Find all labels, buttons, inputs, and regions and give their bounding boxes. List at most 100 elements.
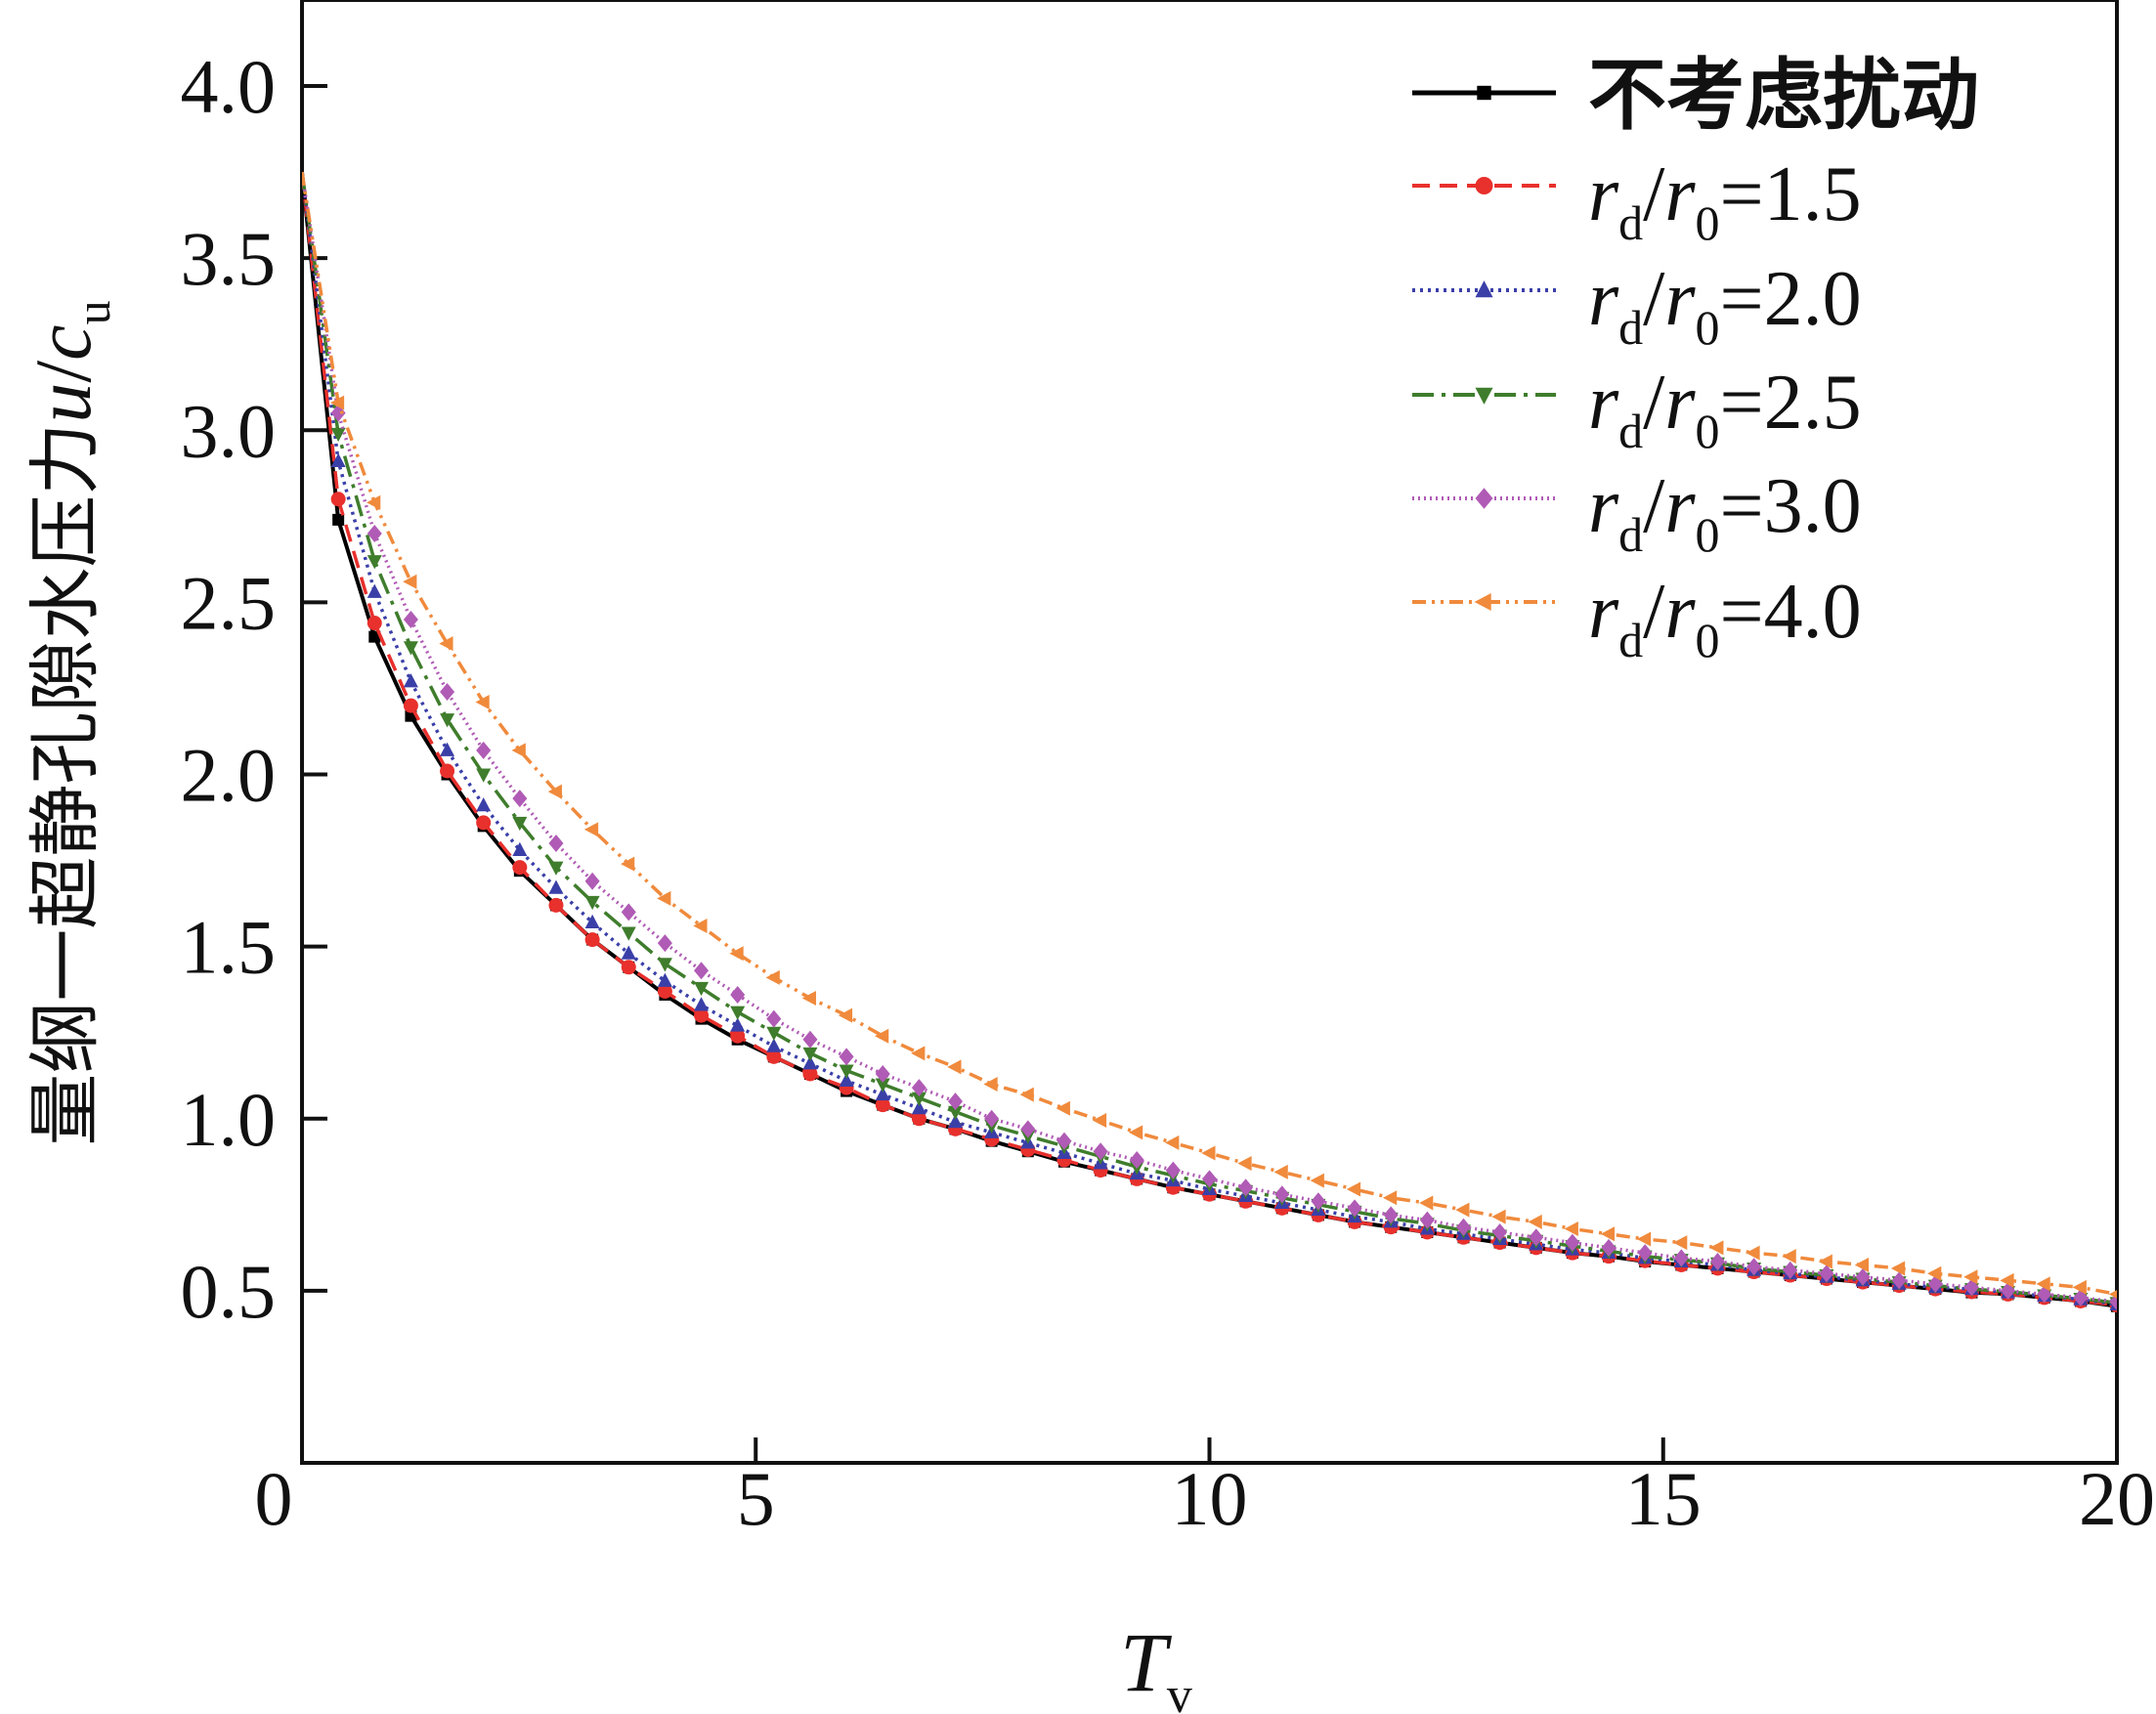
marker-triangle-up <box>440 742 455 756</box>
marker-triangle-left <box>765 969 780 985</box>
marker-diamond <box>1274 1185 1290 1204</box>
marker-triangle-left <box>1056 1100 1070 1116</box>
marker-triangle-up <box>766 1038 782 1052</box>
y-tick-label: 4.0 <box>181 44 277 129</box>
marker-triangle-up <box>548 879 564 894</box>
legend-label: rd/r0=3.0 <box>1588 463 1862 562</box>
marker-circle <box>367 616 382 631</box>
marker-diamond <box>548 834 564 852</box>
y-tick-label: 1.0 <box>181 1077 277 1162</box>
legend-label: rd/r0=1.5 <box>1588 151 1862 250</box>
series-5 <box>302 171 2117 1299</box>
marker-triangle-left <box>2000 1272 2014 1288</box>
marker-diamond <box>1093 1142 1108 1161</box>
x-tick-label: 10 <box>1172 1456 1248 1541</box>
marker-triangle-left <box>1382 1190 1398 1206</box>
marker-diamond <box>1565 1233 1580 1252</box>
marker-triangle-left <box>911 1046 926 1061</box>
legend-r0: r <box>1664 569 1696 655</box>
legend-r0: r <box>1664 360 1696 446</box>
y-axis-title-prefix: 量纲一超静孔隙水压力 <box>23 423 108 1146</box>
marker-triangle-down <box>766 1026 782 1041</box>
legend-r: r <box>1588 151 1619 237</box>
marker-circle <box>694 1007 710 1023</box>
marker-diamond <box>1891 1271 1907 1290</box>
series-1 <box>302 171 2117 1313</box>
legend-r0: r <box>1664 463 1696 549</box>
marker-triangle-left <box>983 1077 998 1093</box>
marker-diamond <box>875 1064 890 1083</box>
marker-circle <box>512 860 528 876</box>
marker-triangle-up <box>403 673 418 688</box>
marker-triangle-up <box>875 1086 890 1101</box>
marker-diamond <box>1419 1211 1435 1229</box>
legend-r0: r <box>1664 151 1696 237</box>
marker-triangle-down <box>330 427 346 443</box>
marker-diamond <box>1475 488 1493 509</box>
marker-triangle-down <box>584 895 600 911</box>
legend-value: =3.0 <box>1720 463 1862 549</box>
marker-triangle-left <box>547 784 562 799</box>
marker-triangle-down <box>548 861 564 876</box>
marker-diamond <box>984 1109 1000 1128</box>
y-tick-label: 3.5 <box>181 216 277 301</box>
x-axis-tick-labels: 5 10 15 20 <box>737 1456 2155 1541</box>
marker-triangle-left <box>1600 1226 1616 1242</box>
marker-diamond <box>403 611 418 629</box>
marker-diamond <box>367 524 382 542</box>
marker-triangle-down <box>839 1064 854 1079</box>
marker-triangle-left <box>1310 1173 1324 1188</box>
legend-sub-0: 0 <box>1696 404 1720 458</box>
y-axis-tick-labels: 0.5 1.0 1.5 2.0 2.5 3.0 3.5 4.0 <box>181 44 277 1334</box>
marker-diamond <box>1165 1161 1181 1179</box>
legend-slash: / <box>1643 256 1665 342</box>
marker-diamond <box>1129 1151 1144 1170</box>
marker-triangle-down <box>948 1105 964 1120</box>
legend-slash: / <box>1643 151 1665 237</box>
y-axis-ticks <box>302 84 327 1293</box>
marker-diamond <box>1819 1264 1834 1283</box>
x-tick-label: 15 <box>1625 1456 1702 1541</box>
marker-diamond <box>1202 1170 1217 1188</box>
marker-triangle-left <box>1019 1087 1034 1102</box>
y-axis-title-sub: u <box>65 300 120 324</box>
marker-triangle-left <box>1673 1235 1688 1251</box>
marker-triangle-left <box>1455 1202 1470 1218</box>
series-3 <box>302 171 2117 1311</box>
legend-sub-d: d <box>1618 507 1643 562</box>
marker-triangle-left <box>1491 1209 1506 1224</box>
legend-value: =1.5 <box>1720 151 1862 237</box>
marker-triangle-left <box>1474 593 1491 611</box>
marker-triangle-left <box>329 395 345 410</box>
marker-triangle-left <box>439 636 453 652</box>
marker-diamond <box>948 1093 964 1111</box>
marker-triangle-left <box>1890 1261 1906 1276</box>
legend-r: r <box>1588 463 1619 549</box>
marker-diamond <box>657 934 672 953</box>
marker-diamond <box>476 741 492 759</box>
marker-triangle-down <box>621 926 636 941</box>
marker-circle <box>802 1066 818 1082</box>
marker-triangle-left <box>475 695 490 710</box>
marker-diamond <box>1673 1249 1689 1267</box>
marker-circle <box>730 1028 746 1044</box>
marker-circle <box>657 983 672 999</box>
legend-label: rd/r0=4.0 <box>1588 569 1862 667</box>
marker-triangle-left <box>1165 1135 1180 1150</box>
y-tick-label: 2.5 <box>181 560 277 645</box>
marker-triangle-left <box>367 494 381 510</box>
marker-triangle-left <box>1201 1145 1216 1161</box>
marker-circle <box>584 932 600 948</box>
marker-triangle-down <box>512 816 528 832</box>
marker-triangle-left <box>1346 1181 1361 1197</box>
marker-triangle-left <box>657 890 671 906</box>
marker-diamond <box>1347 1199 1362 1218</box>
y-tick-label: 3.0 <box>181 388 277 473</box>
marker-triangle-up <box>657 972 672 987</box>
marker-diamond <box>1601 1238 1617 1257</box>
marker-diamond <box>1492 1223 1508 1242</box>
marker-diamond <box>911 1079 927 1097</box>
marker-triangle-left <box>1564 1221 1578 1236</box>
legend-slash: / <box>1643 463 1665 549</box>
marker-triangle-down <box>911 1092 927 1106</box>
